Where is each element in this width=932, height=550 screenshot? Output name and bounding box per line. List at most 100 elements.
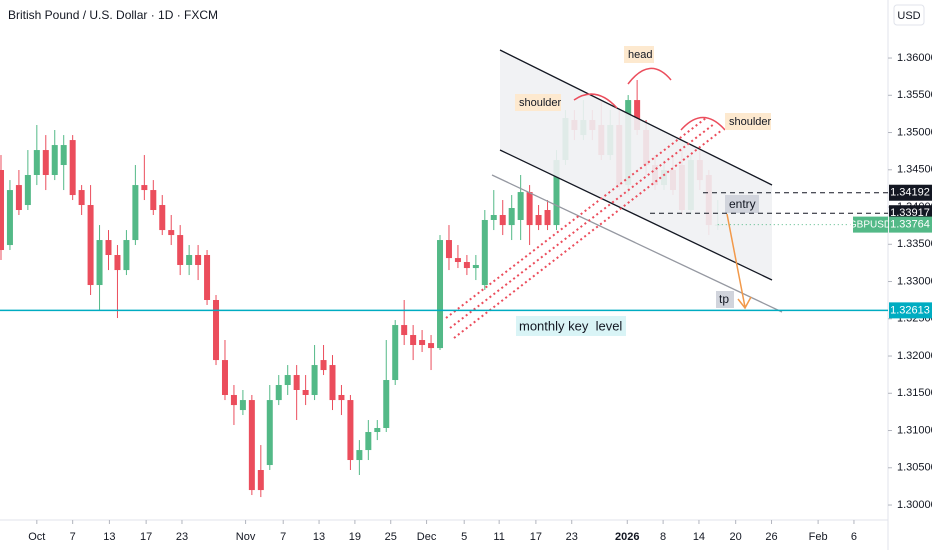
candle-body [132, 185, 139, 241]
symbol-label: GBPUSD [849, 219, 891, 230]
y-tick-label: 1.35000 [897, 126, 932, 138]
channel-lower [499, 149, 773, 281]
neckline [449, 123, 715, 329]
candle-body [0, 170, 4, 251]
candle-body [105, 240, 112, 256]
candle-body [159, 205, 166, 231]
y-tick-label: 1.34500 [897, 164, 932, 176]
candle-body [69, 140, 76, 196]
candle-body [177, 235, 184, 265]
candle-body [320, 360, 327, 371]
candle-body [150, 190, 157, 211]
candle-body [428, 343, 435, 349]
trend-line [491, 174, 783, 313]
candle-body [383, 380, 390, 428]
candle-body [204, 255, 211, 301]
candle-body [15, 185, 22, 211]
x-tick-label: Dec [417, 531, 437, 543]
x-tick-label: Feb [809, 531, 828, 543]
candle-body [230, 394, 237, 406]
y-tick-label: 1.31000 [897, 424, 932, 436]
candle-body [463, 262, 470, 269]
x-tick-label: 7 [280, 531, 286, 543]
candle-body [437, 240, 444, 349]
label-box [516, 316, 626, 336]
candle-body [6, 190, 13, 246]
candle-body [168, 230, 175, 236]
shoulder-arc [573, 93, 618, 109]
candle-body [24, 174, 31, 206]
x-tick-label: 11 [493, 531, 504, 543]
candle-body [51, 145, 58, 175]
x-tick-label: 17 [530, 531, 542, 543]
x-tick-label: 13 [313, 531, 325, 543]
currency-button[interactable] [893, 4, 925, 26]
x-tick-label: 2026 [615, 531, 639, 543]
candle-body [60, 145, 67, 166]
price-label: 1.32613 [890, 304, 930, 316]
x-tick-label: 23 [566, 531, 578, 543]
candle-body [239, 400, 246, 411]
candle-body [481, 219, 488, 286]
candle-body [284, 375, 291, 386]
x-tick-label: 20 [730, 531, 742, 543]
x-tick-label: 8 [660, 531, 666, 543]
x-tick-label: Nov [236, 531, 256, 543]
candle-body [329, 365, 336, 401]
candle-body [490, 215, 497, 220]
x-tick-label: 7 [70, 531, 76, 543]
candle-body [293, 375, 300, 390]
x-tick-label: 25 [385, 531, 397, 543]
x-tick-label: Oct [28, 531, 45, 543]
candle-body [186, 255, 193, 265]
candle-body [356, 450, 363, 461]
price-label-box [889, 184, 932, 201]
candle-body [419, 340, 426, 346]
candle-body [221, 360, 228, 395]
target-arrow [726, 213, 752, 310]
drawings: shoulder head shoulder entry tp monthly … [445, 46, 783, 339]
y-tick-label: 1.30500 [897, 462, 932, 474]
y-tick-label: 1.32000 [897, 350, 932, 362]
candle-body [248, 400, 255, 491]
candle-body [374, 427, 381, 433]
candle-body [87, 205, 94, 286]
candle-body [33, 150, 40, 175]
symbol-box [853, 216, 888, 233]
candle-body [472, 264, 479, 269]
annotation: shoulder [729, 116, 772, 128]
candle-body [141, 185, 148, 191]
candle-body [445, 240, 452, 259]
candle-body [123, 240, 130, 271]
candle-body [302, 390, 309, 395]
label-box [725, 113, 771, 130]
x-tick-label: 19 [349, 531, 361, 543]
candle-body [634, 100, 641, 130]
annotation: entry [729, 197, 756, 211]
candle-body [311, 365, 318, 395]
annotation: head [628, 49, 652, 61]
price-label: 1.33917 [890, 207, 930, 219]
price-label: 1.34192 [890, 187, 930, 199]
x-tick-label: 6 [851, 531, 857, 543]
channel-fill [500, 50, 772, 280]
y-tick-label: 1.33000 [897, 275, 932, 287]
candle-body [499, 215, 506, 226]
candle-body [535, 215, 542, 226]
candle-body [114, 255, 121, 271]
x-tick-label: 5 [461, 531, 467, 543]
annotation: monthly key level [519, 318, 622, 333]
x-tick-label: 17 [140, 531, 152, 543]
currency[interactable]: USD [897, 10, 920, 22]
x-tick-label: 26 [765, 531, 777, 543]
candle-body [454, 258, 461, 263]
shoulder-arc [680, 116, 726, 131]
channel-upper [499, 49, 773, 186]
candle-body [195, 255, 202, 265]
label-box [716, 291, 734, 308]
y-tick-label: 1.36000 [897, 52, 932, 64]
price-label: 1.33764 [890, 219, 930, 231]
annotation: tp [719, 292, 729, 306]
candle-body [78, 190, 85, 206]
label-box [725, 195, 759, 213]
